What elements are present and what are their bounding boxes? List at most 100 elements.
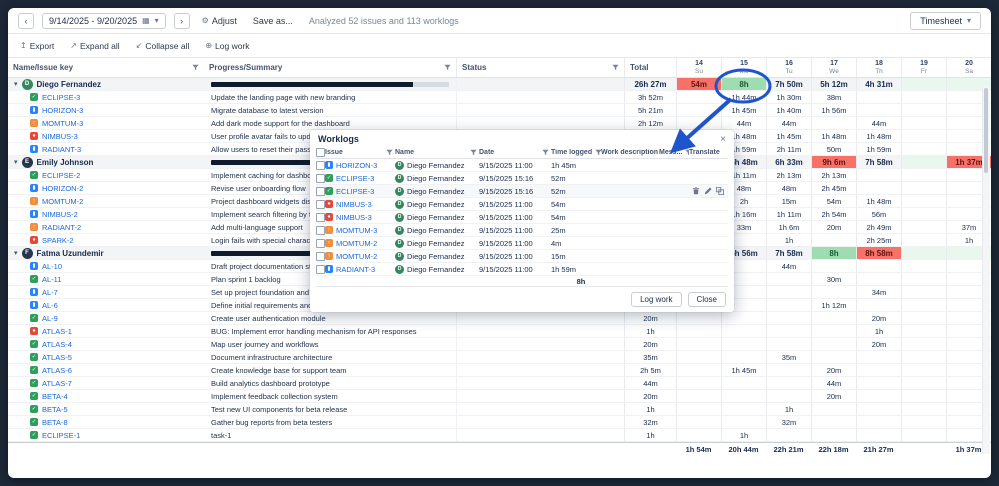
day-column-header[interactable]: 17 We (811, 58, 856, 77)
day-column-header[interactable]: 14 Su (676, 58, 721, 77)
day-cell[interactable] (946, 403, 991, 415)
day-cell[interactable] (901, 403, 946, 415)
day-column-header[interactable]: 20 Sa (946, 58, 991, 77)
issue-key-link[interactable]: AL-11 (42, 274, 62, 284)
day-cell[interactable] (676, 364, 721, 376)
worklog-row[interactable]: ▮ RADIANT-3 D Diego Fernandez 9/15/2025 11:0… (316, 263, 728, 276)
day-cell[interactable] (901, 91, 946, 103)
expand-caret-icon[interactable]: ▾ (14, 250, 18, 257)
day-cell[interactable] (721, 312, 766, 324)
day-cell[interactable] (811, 286, 856, 298)
issue-key-link[interactable]: MOMTUM-3 (42, 118, 84, 128)
day-cell[interactable] (856, 403, 901, 415)
day-cell[interactable]: 5h 12m (811, 78, 856, 90)
worklog-row[interactable]: ↑ MOMTUM-2 D Diego Fernandez 9/15/2025 11:00… (316, 237, 728, 250)
day-cell[interactable] (946, 143, 991, 155)
issue-key-link[interactable]: BETA-4 (42, 391, 68, 401)
filter-icon[interactable] (595, 149, 601, 156)
day-cell[interactable] (721, 377, 766, 389)
day-cell[interactable]: 20m (856, 312, 901, 324)
day-cell[interactable]: 1h 44m (721, 91, 766, 103)
day-cell[interactable] (946, 351, 991, 363)
day-cell[interactable]: 44m (811, 377, 856, 389)
day-cell[interactable]: 2h 13m (766, 169, 811, 181)
day-cell[interactable] (676, 390, 721, 402)
day-cell[interactable] (946, 169, 991, 181)
day-cell[interactable]: 7h 50m (766, 78, 811, 90)
day-cell[interactable] (856, 429, 901, 441)
issue-key-link[interactable]: RADIANT-2 (42, 222, 82, 232)
worklog-row[interactable]: ↑ MOMTUM-3 D Diego Fernandez 9/15/2025 11:00… (316, 224, 728, 237)
issue-key-link[interactable]: RADIANT-3 (336, 264, 376, 274)
day-cell[interactable] (676, 117, 721, 129)
day-cell[interactable]: 2h 13m (811, 169, 856, 181)
day-cell[interactable] (901, 273, 946, 285)
day-cell[interactable] (811, 338, 856, 350)
day-cell[interactable] (901, 364, 946, 376)
day-cell[interactable] (721, 390, 766, 402)
day-cell[interactable] (901, 377, 946, 389)
day-cell[interactable]: 1h (856, 325, 901, 337)
expand-caret-icon[interactable]: ▾ (14, 81, 18, 88)
day-cell[interactable] (676, 416, 721, 428)
day-cell[interactable] (901, 169, 946, 181)
worklog-row[interactable]: ✓ ECLIPSE-3 D Diego Fernandez 9/15/2025 15:1… (316, 185, 728, 198)
day-cell[interactable] (811, 403, 856, 415)
day-cell[interactable] (721, 403, 766, 415)
day-cell[interactable]: 7h 58m (766, 247, 811, 259)
day-cell[interactable]: 1h (766, 234, 811, 246)
collapse-all-button[interactable]: ↙ Collapse all (136, 41, 190, 51)
day-cell[interactable] (721, 351, 766, 363)
issue-key-link[interactable]: HORIZON-3 (336, 160, 378, 170)
day-cell[interactable] (676, 338, 721, 350)
expand-all-button[interactable]: ↗ Expand all (70, 41, 119, 51)
day-cell[interactable]: 2h 25m (856, 234, 901, 246)
log-work-button[interactable]: Log work (631, 292, 682, 307)
day-cell[interactable] (946, 117, 991, 129)
issue-key-link[interactable]: AL-6 (42, 300, 58, 310)
day-cell[interactable]: 15m (766, 195, 811, 207)
day-cell[interactable]: 32m (766, 416, 811, 428)
day-cell[interactable] (901, 117, 946, 129)
issue-key-link[interactable]: MOMTUM-2 (336, 251, 378, 261)
issue-key-link[interactable]: ECLIPSE-3 (336, 186, 375, 196)
close-button[interactable]: Close (687, 292, 726, 307)
day-cell[interactable]: 6h 33m (766, 156, 811, 168)
day-cell[interactable] (811, 260, 856, 272)
day-cell[interactable] (856, 91, 901, 103)
issue-key-link[interactable]: NIMBUS-3 (336, 199, 372, 209)
issue-key-link[interactable]: BETA-5 (42, 404, 68, 414)
issue-key-link[interactable]: ECLIPSE-1 (42, 430, 81, 440)
day-cell[interactable] (901, 208, 946, 220)
save-as-button[interactable]: Save as... (252, 15, 293, 26)
day-cell[interactable] (946, 182, 991, 194)
day-cell[interactable]: 1h 48m (856, 195, 901, 207)
day-cell[interactable]: 44m (766, 117, 811, 129)
day-cell[interactable] (946, 299, 991, 311)
day-cell[interactable]: 1h (721, 429, 766, 441)
day-cell[interactable]: 56m (856, 208, 901, 220)
prev-period-button[interactable]: ‹ (18, 12, 34, 29)
day-cell[interactable] (766, 286, 811, 298)
day-cell[interactable]: 38m (811, 91, 856, 103)
day-cell[interactable]: 30m (811, 273, 856, 285)
day-cell[interactable] (856, 364, 901, 376)
day-column-header[interactable]: 16 Tu (766, 58, 811, 77)
day-cell[interactable] (766, 299, 811, 311)
day-cell[interactable]: 8h (721, 78, 766, 90)
day-cell[interactable]: 1h 6m (766, 221, 811, 233)
day-cell[interactable]: 35m (766, 351, 811, 363)
day-cell[interactable] (946, 104, 991, 116)
day-cell[interactable] (901, 195, 946, 207)
day-cell[interactable]: 2h 11m (766, 143, 811, 155)
issue-key-link[interactable]: ECLIPSE-2 (42, 170, 81, 180)
day-cell[interactable]: 54m (676, 78, 721, 90)
day-cell[interactable] (901, 351, 946, 363)
day-cell[interactable]: 1h 48m (811, 130, 856, 142)
day-cell[interactable]: 20m (811, 364, 856, 376)
filter-icon[interactable] (444, 64, 451, 71)
day-cell[interactable]: 1h 11m (766, 208, 811, 220)
worklog-checkbox[interactable] (316, 251, 325, 261)
day-cell[interactable] (766, 325, 811, 337)
day-cell[interactable]: 34m (856, 286, 901, 298)
